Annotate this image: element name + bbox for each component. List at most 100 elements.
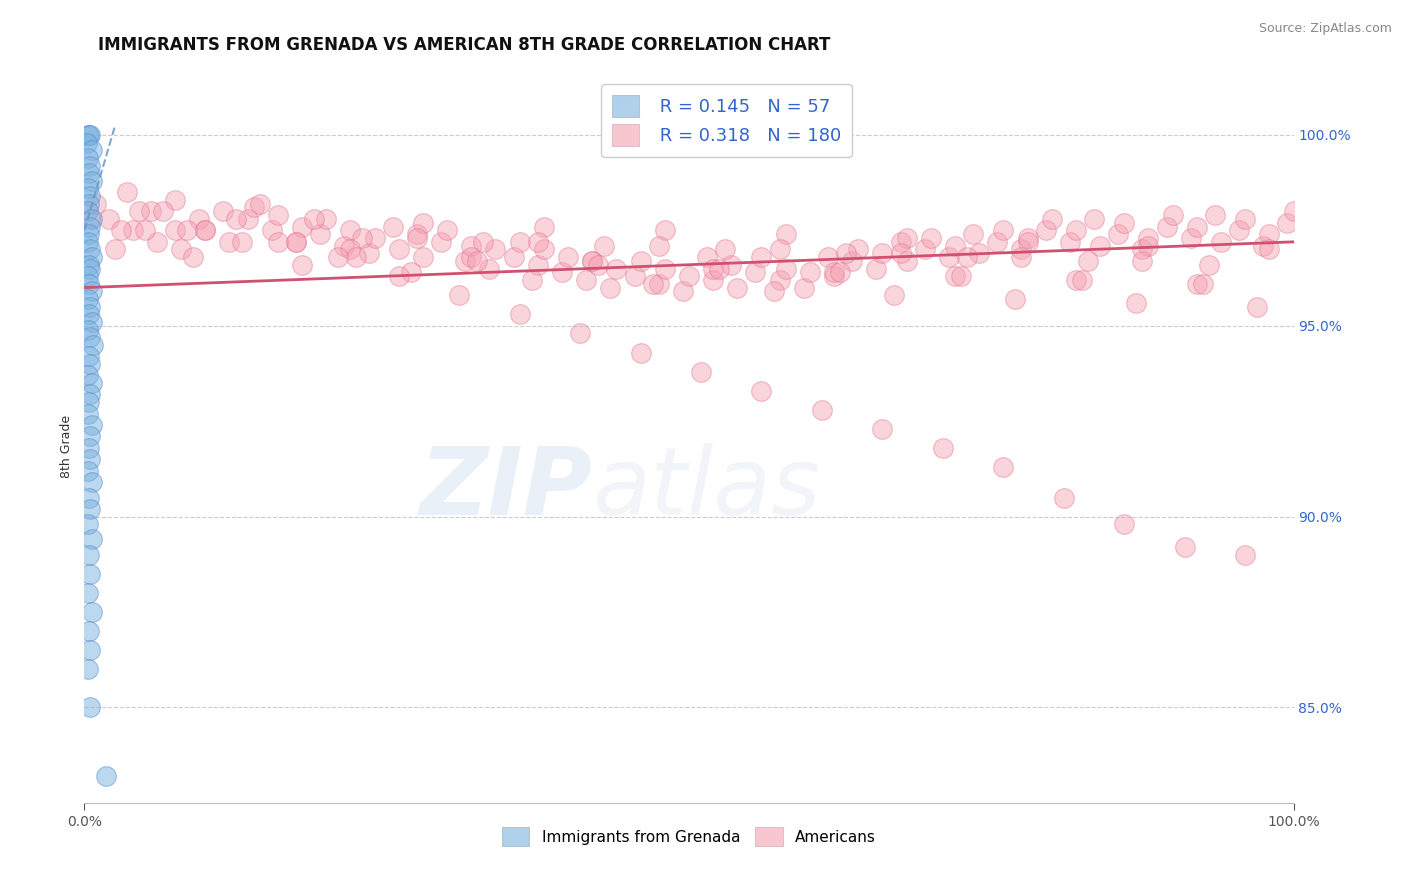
Point — [872, 246, 894, 260]
Point — [720, 258, 742, 272]
Point — [672, 285, 695, 299]
Point — [1258, 243, 1281, 257]
Point — [285, 235, 308, 249]
Point — [267, 235, 290, 249]
Point — [654, 223, 676, 237]
Point — [1077, 254, 1099, 268]
Point — [1161, 208, 1184, 222]
Point — [1227, 223, 1250, 237]
Point — [817, 250, 839, 264]
Point — [194, 223, 217, 237]
Point — [1059, 235, 1081, 249]
Point — [841, 254, 863, 268]
Point — [956, 250, 979, 264]
Point — [79, 452, 101, 467]
Point — [1192, 277, 1215, 291]
Point — [212, 204, 235, 219]
Point — [872, 422, 894, 436]
Point — [914, 243, 936, 257]
Point — [77, 166, 100, 180]
Point — [406, 227, 429, 242]
Point — [1011, 250, 1033, 264]
Point — [97, 211, 120, 226]
Point — [769, 273, 792, 287]
Point — [77, 586, 100, 600]
Point — [527, 235, 550, 249]
Point — [77, 204, 100, 219]
Text: Source: ZipAtlas.com: Source: ZipAtlas.com — [1258, 22, 1392, 36]
Point — [1282, 204, 1305, 219]
Point — [291, 219, 314, 234]
Y-axis label: 8th Grade: 8th Grade — [60, 415, 73, 477]
Point — [406, 231, 429, 245]
Point — [454, 254, 477, 268]
Point — [399, 265, 422, 279]
Point — [80, 250, 103, 264]
Point — [509, 235, 531, 249]
Point — [79, 219, 101, 234]
Point — [581, 254, 603, 268]
Point — [77, 151, 100, 165]
Point — [1064, 273, 1087, 287]
Point — [346, 250, 368, 264]
Point — [77, 307, 100, 321]
Point — [1198, 258, 1220, 272]
Point — [775, 227, 797, 242]
Point — [339, 243, 361, 257]
Point — [86, 196, 108, 211]
Point — [943, 238, 966, 252]
Point — [79, 643, 101, 657]
Point — [79, 502, 101, 516]
Point — [77, 227, 100, 242]
Point — [80, 211, 103, 226]
Point — [1083, 211, 1105, 226]
Point — [865, 261, 887, 276]
Point — [1107, 227, 1129, 242]
Point — [793, 280, 815, 294]
Point — [1017, 235, 1039, 249]
Point — [79, 566, 101, 581]
Point — [80, 533, 103, 547]
Point — [225, 211, 247, 226]
Point — [236, 211, 259, 226]
Point — [82, 338, 104, 352]
Point — [1040, 211, 1063, 226]
Point — [363, 231, 385, 245]
Point — [551, 265, 574, 279]
Point — [412, 216, 434, 230]
Point — [315, 211, 337, 226]
Point — [460, 250, 482, 264]
Point — [218, 235, 240, 249]
Point — [533, 219, 555, 234]
Point — [472, 235, 495, 249]
Point — [79, 357, 101, 371]
Point — [993, 460, 1015, 475]
Point — [751, 384, 773, 398]
Point — [762, 285, 785, 299]
Point — [152, 204, 174, 219]
Point — [678, 269, 700, 284]
Point — [79, 429, 101, 443]
Point — [648, 238, 671, 252]
Point — [1209, 235, 1232, 249]
Text: ZIP: ZIP — [419, 442, 592, 535]
Point — [302, 211, 325, 226]
Point — [883, 288, 905, 302]
Point — [194, 223, 217, 237]
Point — [593, 238, 616, 252]
Point — [1234, 548, 1257, 562]
Point — [333, 238, 356, 252]
Point — [1185, 219, 1208, 234]
Point — [696, 250, 718, 264]
Point — [76, 136, 98, 150]
Point — [352, 231, 374, 245]
Point — [1185, 277, 1208, 291]
Point — [823, 269, 845, 284]
Point — [648, 277, 671, 291]
Point — [77, 662, 100, 676]
Point — [328, 250, 350, 264]
Point — [110, 223, 132, 237]
Point — [1114, 517, 1136, 532]
Point — [80, 174, 103, 188]
Point — [77, 395, 100, 409]
